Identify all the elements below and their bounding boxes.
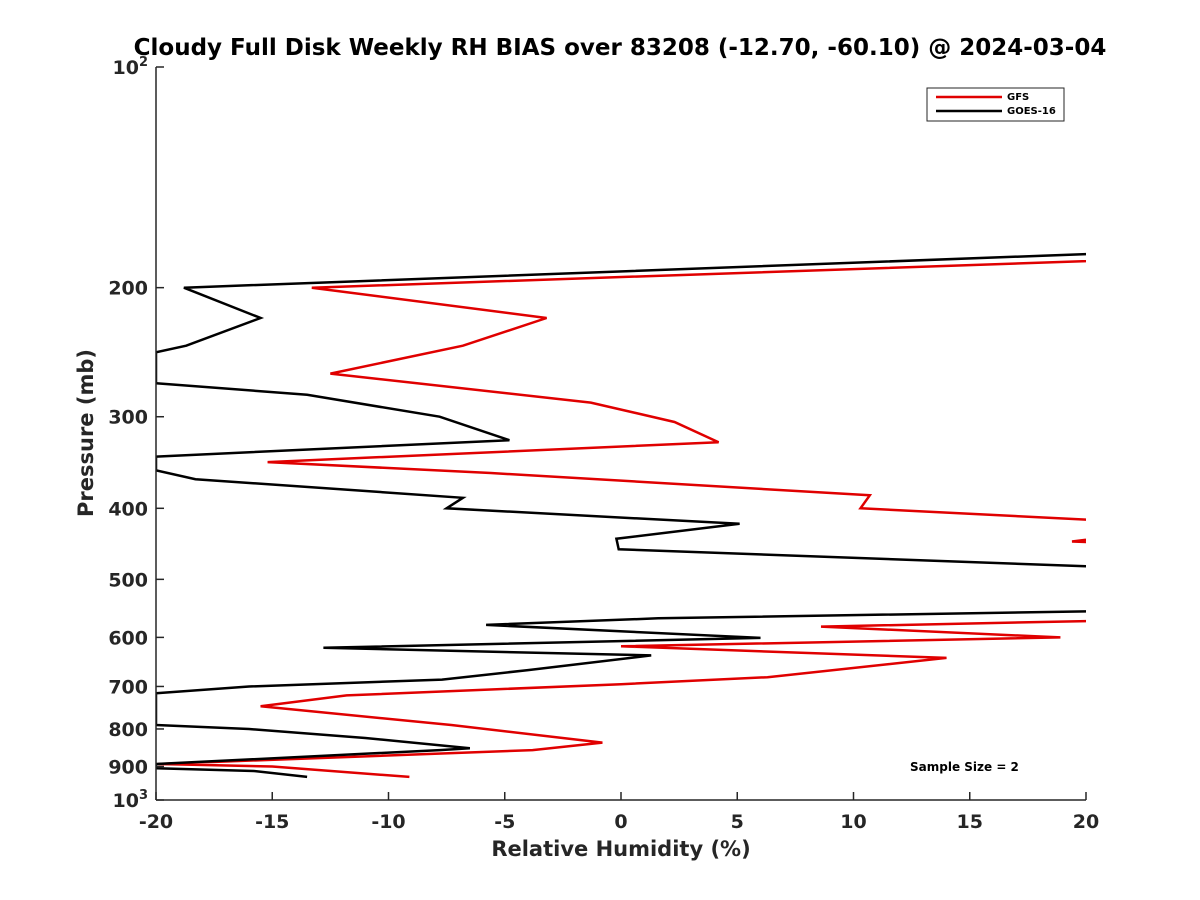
chart-title: Cloudy Full Disk Weekly RH BIAS over 832… — [134, 35, 1107, 61]
sample-size-annotation: Sample Size = 2 — [910, 760, 1019, 774]
x-tick-label: 20 — [1073, 811, 1099, 833]
x-tick-label: -5 — [494, 811, 515, 833]
x-tick-label: 5 — [731, 811, 744, 833]
series-line-gfs — [158, 259, 1086, 779]
x-tick-label: -10 — [371, 811, 405, 833]
legend: GFS GOES-16 — [926, 87, 1065, 122]
legend-label-goes16: GOES-16 — [1007, 106, 1056, 117]
series-line-goes16 — [156, 252, 1086, 779]
legend-box — [926, 87, 1065, 122]
y-tick-label: 103 — [113, 788, 149, 812]
x-tick-label: 10 — [840, 811, 866, 833]
x-tick-label: -15 — [255, 811, 289, 833]
series-layer — [156, 252, 1086, 779]
y-tick-label: 200 — [108, 278, 148, 300]
y-tick-label: 500 — [108, 569, 148, 591]
legend-label-gfs: GFS — [1007, 92, 1029, 103]
y-tick-label: 700 — [108, 676, 148, 698]
x-axis-label: Relative Humidity (%) — [491, 837, 750, 861]
y-axis-label: Pressure (mb) — [74, 349, 98, 517]
y-tick-label: 900 — [108, 756, 148, 778]
ticks-layer: -20 -15 -10 -5 0 5 10 15 20 102 200 300 400 500 600 700… — [108, 55, 1099, 833]
x-tick-label: 0 — [614, 811, 627, 833]
y-tick-label: 800 — [108, 719, 148, 741]
y-tick-label: 300 — [108, 407, 148, 429]
y-tick-label: 600 — [108, 627, 148, 649]
y-tick-label: 400 — [108, 498, 148, 520]
x-tick-label: -20 — [139, 811, 173, 833]
y-tick-label: 102 — [113, 55, 149, 79]
x-tick-label: 15 — [957, 811, 983, 833]
